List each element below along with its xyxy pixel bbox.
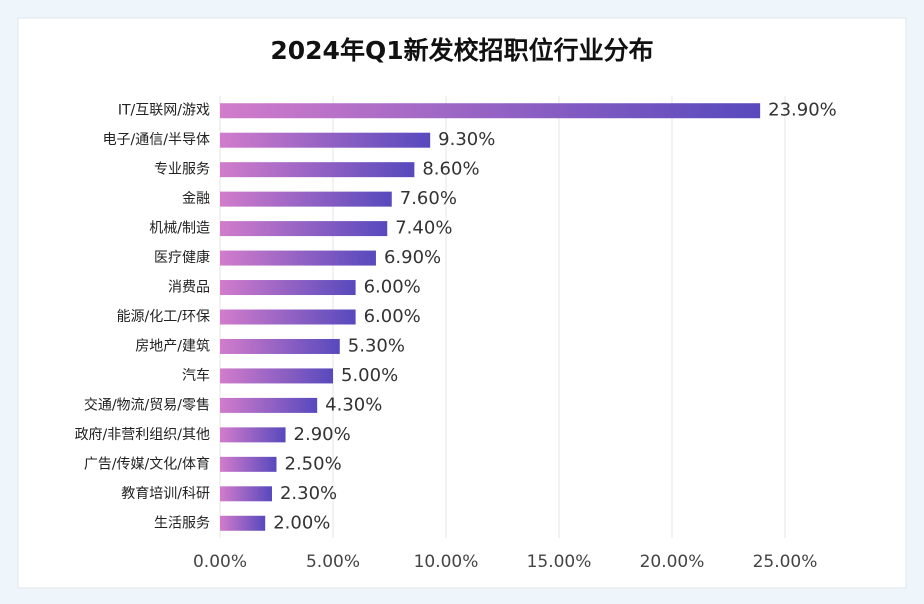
- bar: [220, 456, 277, 472]
- y-tick-label: 广告/传媒/文化/体育: [84, 456, 210, 472]
- value-label: 2.50%: [285, 453, 342, 474]
- bar: [220, 191, 392, 207]
- value-label: 5.30%: [348, 335, 405, 356]
- y-tick-label: IT/互联网/游戏: [118, 103, 210, 119]
- y-tick-label: 交通/物流/贸易/零售: [84, 396, 210, 413]
- value-label: 8.60%: [422, 159, 479, 180]
- y-tick-label: 房地产/建筑: [135, 338, 210, 354]
- x-tick-label: 5.00%: [306, 552, 360, 572]
- y-tick-label: 能源/化工/环保: [117, 309, 210, 325]
- value-label: 7.60%: [400, 188, 457, 209]
- bar: [220, 427, 286, 443]
- value-label: 7.40%: [395, 218, 452, 239]
- y-tick-label: 消费品: [168, 280, 210, 296]
- y-tick-label: 医疗健康: [154, 249, 210, 266]
- x-tick-label: 20.00%: [640, 552, 705, 572]
- value-label: 6.00%: [364, 306, 421, 327]
- chart-title: 2024年Q1新发校招职位行业分布: [270, 36, 653, 65]
- x-tick-label: 15.00%: [527, 552, 592, 572]
- bar: [220, 486, 272, 502]
- y-tick-label: 生活服务: [154, 515, 210, 531]
- y-tick-label: 电子/通信/半导体: [103, 132, 210, 148]
- bar: [220, 103, 761, 119]
- value-label: 23.90%: [768, 100, 837, 121]
- y-tick-label: 政府/非营利组织/其他: [75, 427, 210, 443]
- y-tick-label: 汽车: [182, 367, 210, 384]
- bar: [220, 515, 266, 531]
- y-tick-label: 教育培训/科研: [121, 486, 210, 502]
- value-label: 6.00%: [364, 277, 421, 298]
- value-label: 5.00%: [341, 365, 398, 386]
- x-tick-label: 25.00%: [753, 552, 818, 572]
- value-label: 6.90%: [384, 247, 441, 268]
- bar: [220, 397, 318, 413]
- y-tick-label: 专业服务: [154, 162, 210, 178]
- bar: [220, 368, 333, 384]
- value-label: 2.30%: [280, 483, 337, 504]
- value-label: 2.90%: [294, 424, 351, 445]
- y-tick-label: 机械/制造: [149, 221, 210, 237]
- y-tick-label: 金融: [182, 191, 210, 207]
- value-label: 9.30%: [438, 129, 495, 150]
- bar: [220, 338, 340, 354]
- bar: [220, 162, 415, 178]
- bar: [220, 221, 388, 237]
- bar: [220, 250, 376, 266]
- bar: [220, 280, 356, 296]
- value-label: 2.00%: [273, 512, 330, 533]
- bar: [220, 309, 356, 325]
- value-label: 4.30%: [325, 394, 382, 415]
- x-tick-label: 0.00%: [193, 552, 247, 572]
- x-tick-label: 10.00%: [414, 552, 479, 572]
- bar: [220, 132, 431, 148]
